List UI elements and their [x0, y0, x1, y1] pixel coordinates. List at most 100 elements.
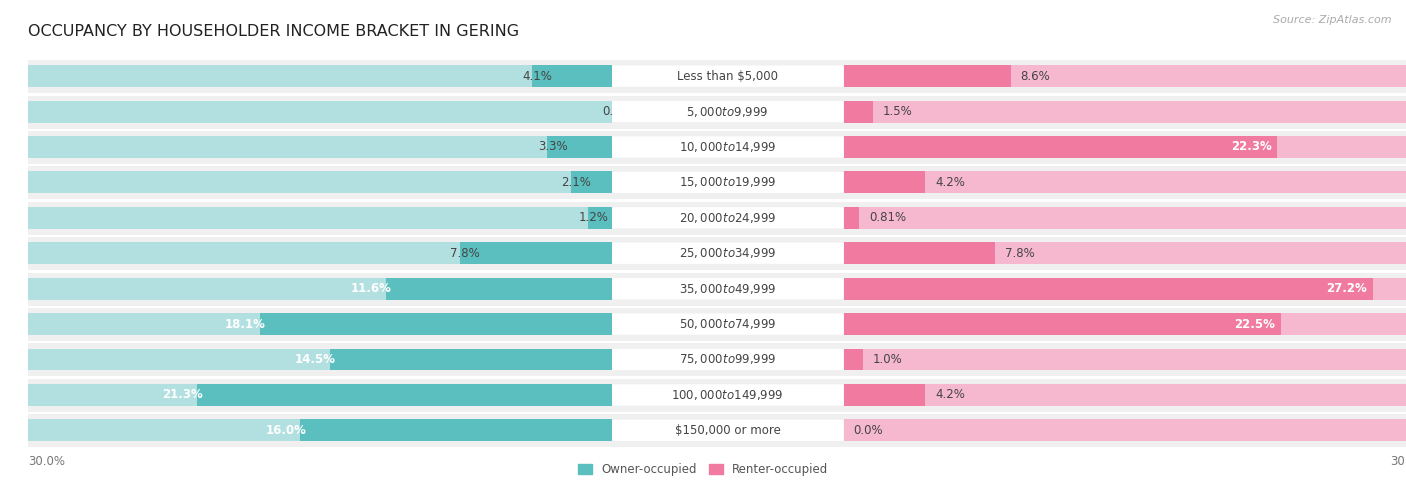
Bar [844, 171, 1406, 193]
Bar [28, 242, 612, 264]
Text: 0.0%: 0.0% [602, 105, 631, 118]
Bar [387, 278, 612, 300]
Text: $20,000 to $24,999: $20,000 to $24,999 [679, 211, 776, 225]
FancyBboxPatch shape [28, 307, 612, 341]
Bar [301, 419, 612, 441]
FancyBboxPatch shape [612, 342, 844, 376]
Text: Source: ZipAtlas.com: Source: ZipAtlas.com [1274, 15, 1392, 25]
Text: 18.1%: 18.1% [225, 318, 266, 331]
FancyBboxPatch shape [612, 207, 844, 228]
Text: 27.2%: 27.2% [1326, 282, 1367, 295]
Bar [844, 313, 1406, 335]
Bar [28, 384, 612, 406]
Bar [844, 101, 1406, 123]
Text: 8.6%: 8.6% [1021, 70, 1050, 83]
FancyBboxPatch shape [844, 236, 1406, 270]
Text: 30.0%: 30.0% [1391, 454, 1406, 468]
FancyBboxPatch shape [612, 314, 844, 335]
FancyBboxPatch shape [612, 59, 844, 93]
Bar [571, 171, 612, 193]
FancyBboxPatch shape [612, 420, 844, 441]
FancyBboxPatch shape [612, 378, 844, 412]
Text: 21.3%: 21.3% [163, 389, 204, 401]
Bar [547, 136, 612, 158]
Text: 4.1%: 4.1% [522, 70, 553, 83]
Text: $50,000 to $74,999: $50,000 to $74,999 [679, 317, 776, 331]
Bar [844, 207, 1406, 229]
Text: 7.8%: 7.8% [1005, 247, 1035, 260]
FancyBboxPatch shape [844, 59, 1406, 93]
FancyBboxPatch shape [28, 130, 612, 164]
Bar [844, 101, 873, 123]
Bar [28, 207, 612, 229]
Bar [28, 101, 612, 123]
FancyBboxPatch shape [612, 66, 844, 87]
FancyBboxPatch shape [612, 172, 844, 193]
FancyBboxPatch shape [28, 201, 612, 235]
FancyBboxPatch shape [612, 278, 844, 300]
FancyBboxPatch shape [612, 236, 844, 270]
Bar [571, 171, 612, 193]
Bar [844, 278, 1406, 300]
FancyBboxPatch shape [612, 349, 844, 370]
FancyBboxPatch shape [612, 166, 844, 199]
Bar [28, 136, 612, 158]
FancyBboxPatch shape [612, 413, 844, 448]
FancyBboxPatch shape [28, 166, 612, 199]
Bar [460, 242, 612, 264]
FancyBboxPatch shape [844, 94, 1406, 129]
Text: 4.2%: 4.2% [935, 176, 965, 189]
Bar [844, 242, 995, 264]
Bar [301, 419, 612, 441]
Bar [197, 384, 612, 406]
Text: $100,000 to $149,999: $100,000 to $149,999 [672, 388, 783, 402]
Bar [844, 171, 925, 193]
Text: $75,000 to $99,999: $75,000 to $99,999 [679, 353, 776, 367]
Bar [844, 65, 1406, 87]
Bar [844, 65, 1011, 87]
Bar [844, 349, 1406, 371]
FancyBboxPatch shape [612, 130, 844, 164]
Text: $10,000 to $14,999: $10,000 to $14,999 [679, 140, 776, 154]
Bar [329, 349, 612, 371]
FancyBboxPatch shape [612, 384, 844, 406]
FancyBboxPatch shape [28, 272, 612, 306]
Text: OCCUPANCY BY HOUSEHOLDER INCOME BRACKET IN GERING: OCCUPANCY BY HOUSEHOLDER INCOME BRACKET … [28, 24, 519, 39]
Text: 0.81%: 0.81% [869, 211, 907, 225]
Text: 16.0%: 16.0% [266, 424, 307, 437]
FancyBboxPatch shape [844, 201, 1406, 235]
Bar [844, 278, 1372, 300]
Bar [260, 313, 612, 335]
Text: 1.5%: 1.5% [883, 105, 912, 118]
FancyBboxPatch shape [612, 136, 844, 158]
Bar [844, 136, 1277, 158]
Text: 2.1%: 2.1% [561, 176, 591, 189]
FancyBboxPatch shape [844, 378, 1406, 412]
Bar [28, 65, 612, 87]
Bar [28, 171, 612, 193]
FancyBboxPatch shape [612, 201, 844, 235]
FancyBboxPatch shape [28, 378, 612, 412]
Bar [260, 313, 612, 335]
FancyBboxPatch shape [612, 94, 844, 129]
Text: 30.0%: 30.0% [28, 454, 65, 468]
Text: $25,000 to $34,999: $25,000 to $34,999 [679, 246, 776, 260]
Text: 3.3%: 3.3% [537, 140, 568, 153]
Bar [844, 384, 925, 406]
Bar [387, 278, 612, 300]
Bar [28, 313, 612, 335]
FancyBboxPatch shape [612, 272, 844, 306]
Bar [460, 242, 612, 264]
Bar [844, 419, 1406, 441]
Text: 14.5%: 14.5% [294, 353, 336, 366]
Bar [197, 384, 612, 406]
Text: 4.2%: 4.2% [935, 389, 965, 401]
Text: $35,000 to $49,999: $35,000 to $49,999 [679, 281, 776, 296]
Bar [588, 207, 612, 229]
FancyBboxPatch shape [612, 101, 844, 122]
Bar [547, 136, 612, 158]
FancyBboxPatch shape [28, 342, 612, 376]
Bar [531, 65, 612, 87]
Text: Less than $5,000: Less than $5,000 [678, 70, 778, 83]
Bar [844, 207, 859, 229]
